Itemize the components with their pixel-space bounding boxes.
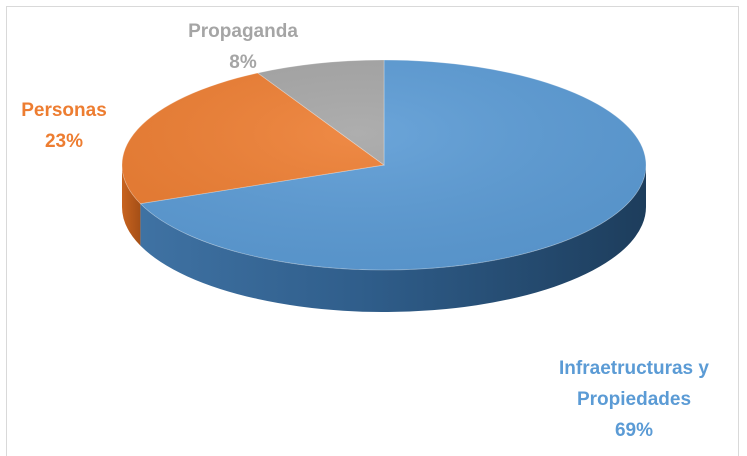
slice-name-label-1: Personas: [21, 100, 107, 121]
slice-percent-label-1: 23%: [45, 131, 83, 152]
slice-name-label-0: Infraetructuras y: [559, 358, 709, 379]
slice-percent-label-0: 69%: [615, 420, 653, 441]
slice-percent-label-2: 8%: [229, 52, 257, 73]
pie-side-0: [140, 165, 646, 313]
slice-name-label-0: Propiedades: [577, 389, 691, 410]
slice-name-label-2: Propaganda: [188, 21, 298, 42]
